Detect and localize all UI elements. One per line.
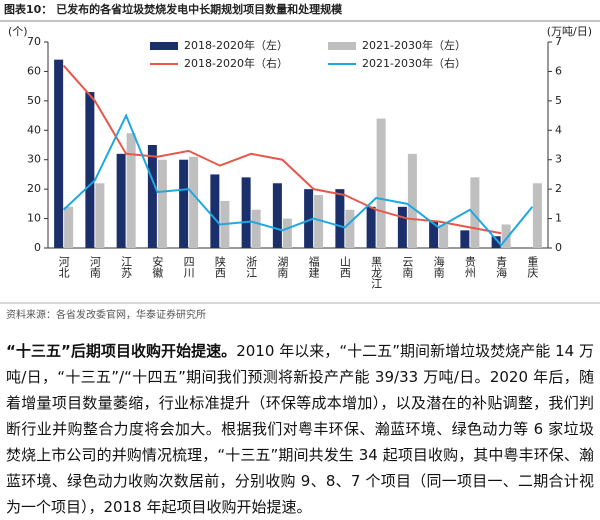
bar [335, 189, 345, 248]
x-tick-label: 福建 [307, 255, 320, 279]
legend-swatch [150, 42, 178, 50]
legend-label: 2021-2030年（左） [362, 38, 466, 52]
x-tick-label: 河北 [57, 256, 70, 278]
legend-label: 2018-2020年（左） [184, 38, 288, 52]
bar [251, 209, 261, 248]
bar [210, 174, 220, 248]
bar [366, 206, 376, 248]
y2-tick-label: 1 [555, 212, 562, 225]
bar [85, 92, 95, 249]
y2-tick-label: 7 [555, 35, 562, 48]
chart-title: 图表10： 已发布的各省垃圾焚烧发电中长期规划项目数量和处理规模 [4, 2, 343, 16]
x-tick-label: 云南 [401, 256, 414, 278]
bar [189, 156, 199, 248]
bar [272, 183, 282, 248]
y-tick-label: 10 [27, 212, 41, 225]
legend-label: 2018-2020年（右） [184, 56, 288, 70]
bar [95, 183, 105, 248]
x-tick-label: 浙江 [245, 256, 258, 278]
bar [179, 159, 189, 248]
chart: 图表10： 已发布的各省垃圾焚烧发电中长期规划项目数量和处理规模 (个) (万吨… [0, 2, 600, 321]
y-tick-label: 50 [27, 94, 41, 107]
y-tick-label: 60 [27, 64, 41, 77]
legend-label: 2021-2030年（右） [362, 56, 466, 70]
y2-axis-label: (万吨/日) [547, 25, 592, 38]
y-tick-label: 30 [27, 153, 41, 166]
bar [54, 59, 64, 249]
y2-tick-label: 6 [555, 64, 562, 77]
paragraph: 2010 年以来，“十二五”期间新增垃圾焚烧产能 14 万吨/日，“十三五”/“… [6, 342, 595, 516]
y2-tick-label: 2 [555, 182, 562, 195]
bar [241, 177, 251, 248]
bar [491, 236, 501, 248]
bar [304, 189, 314, 248]
bar [439, 224, 449, 248]
lead: “十三五”后期项目收购开始提速。 [6, 342, 237, 360]
x-tick-label: 河南 [88, 256, 101, 278]
bar [157, 159, 167, 248]
bar [147, 145, 157, 248]
bar [116, 153, 126, 248]
y2-tick-label: 5 [555, 94, 562, 107]
y-tick-label: 70 [27, 35, 41, 48]
x-tick-label: 海南 [432, 255, 445, 278]
bar [532, 183, 542, 248]
y-tick-label: 40 [27, 123, 41, 136]
x-tick-label: 重庆 [526, 255, 539, 279]
x-tick-label: 陕西 [213, 255, 226, 278]
x-tick-label: 黑龙江 [370, 256, 383, 289]
x-tick-label: 四川 [182, 256, 195, 278]
y-tick-label: 20 [27, 182, 41, 195]
bar [314, 195, 324, 248]
body-text: “十三五”后期项目收购开始提速。2010 年以来，“十二五”期间新增垃圾焚烧产能… [6, 338, 594, 520]
x-tick-label: 江苏 [120, 256, 133, 279]
bar [397, 206, 407, 248]
bar [376, 118, 386, 248]
bar [282, 218, 292, 248]
line [62, 113, 534, 247]
bar [429, 221, 439, 248]
y-axis-label: (个) [8, 25, 28, 38]
bar [345, 209, 355, 248]
y2-tick-label: 4 [555, 123, 562, 136]
y2-tick-label: 0 [555, 241, 562, 254]
x-tick-label: 青海 [495, 256, 508, 279]
x-tick-label: 山西 [338, 256, 351, 278]
bar [470, 177, 480, 248]
bar [407, 153, 417, 248]
x-tick-label: 贵州 [463, 256, 476, 278]
source: 资料来源：各省发改委官网，华泰证券研究所 [6, 308, 206, 321]
bar [501, 224, 511, 248]
x-tick-label: 湖南 [276, 256, 289, 278]
x-tick-label: 安徽 [151, 255, 164, 279]
bar [126, 133, 136, 248]
y-tick-label: 0 [34, 241, 41, 254]
bar [64, 206, 74, 248]
bar [460, 230, 470, 248]
y2-tick-label: 3 [555, 153, 562, 166]
legend-swatch [328, 42, 356, 50]
